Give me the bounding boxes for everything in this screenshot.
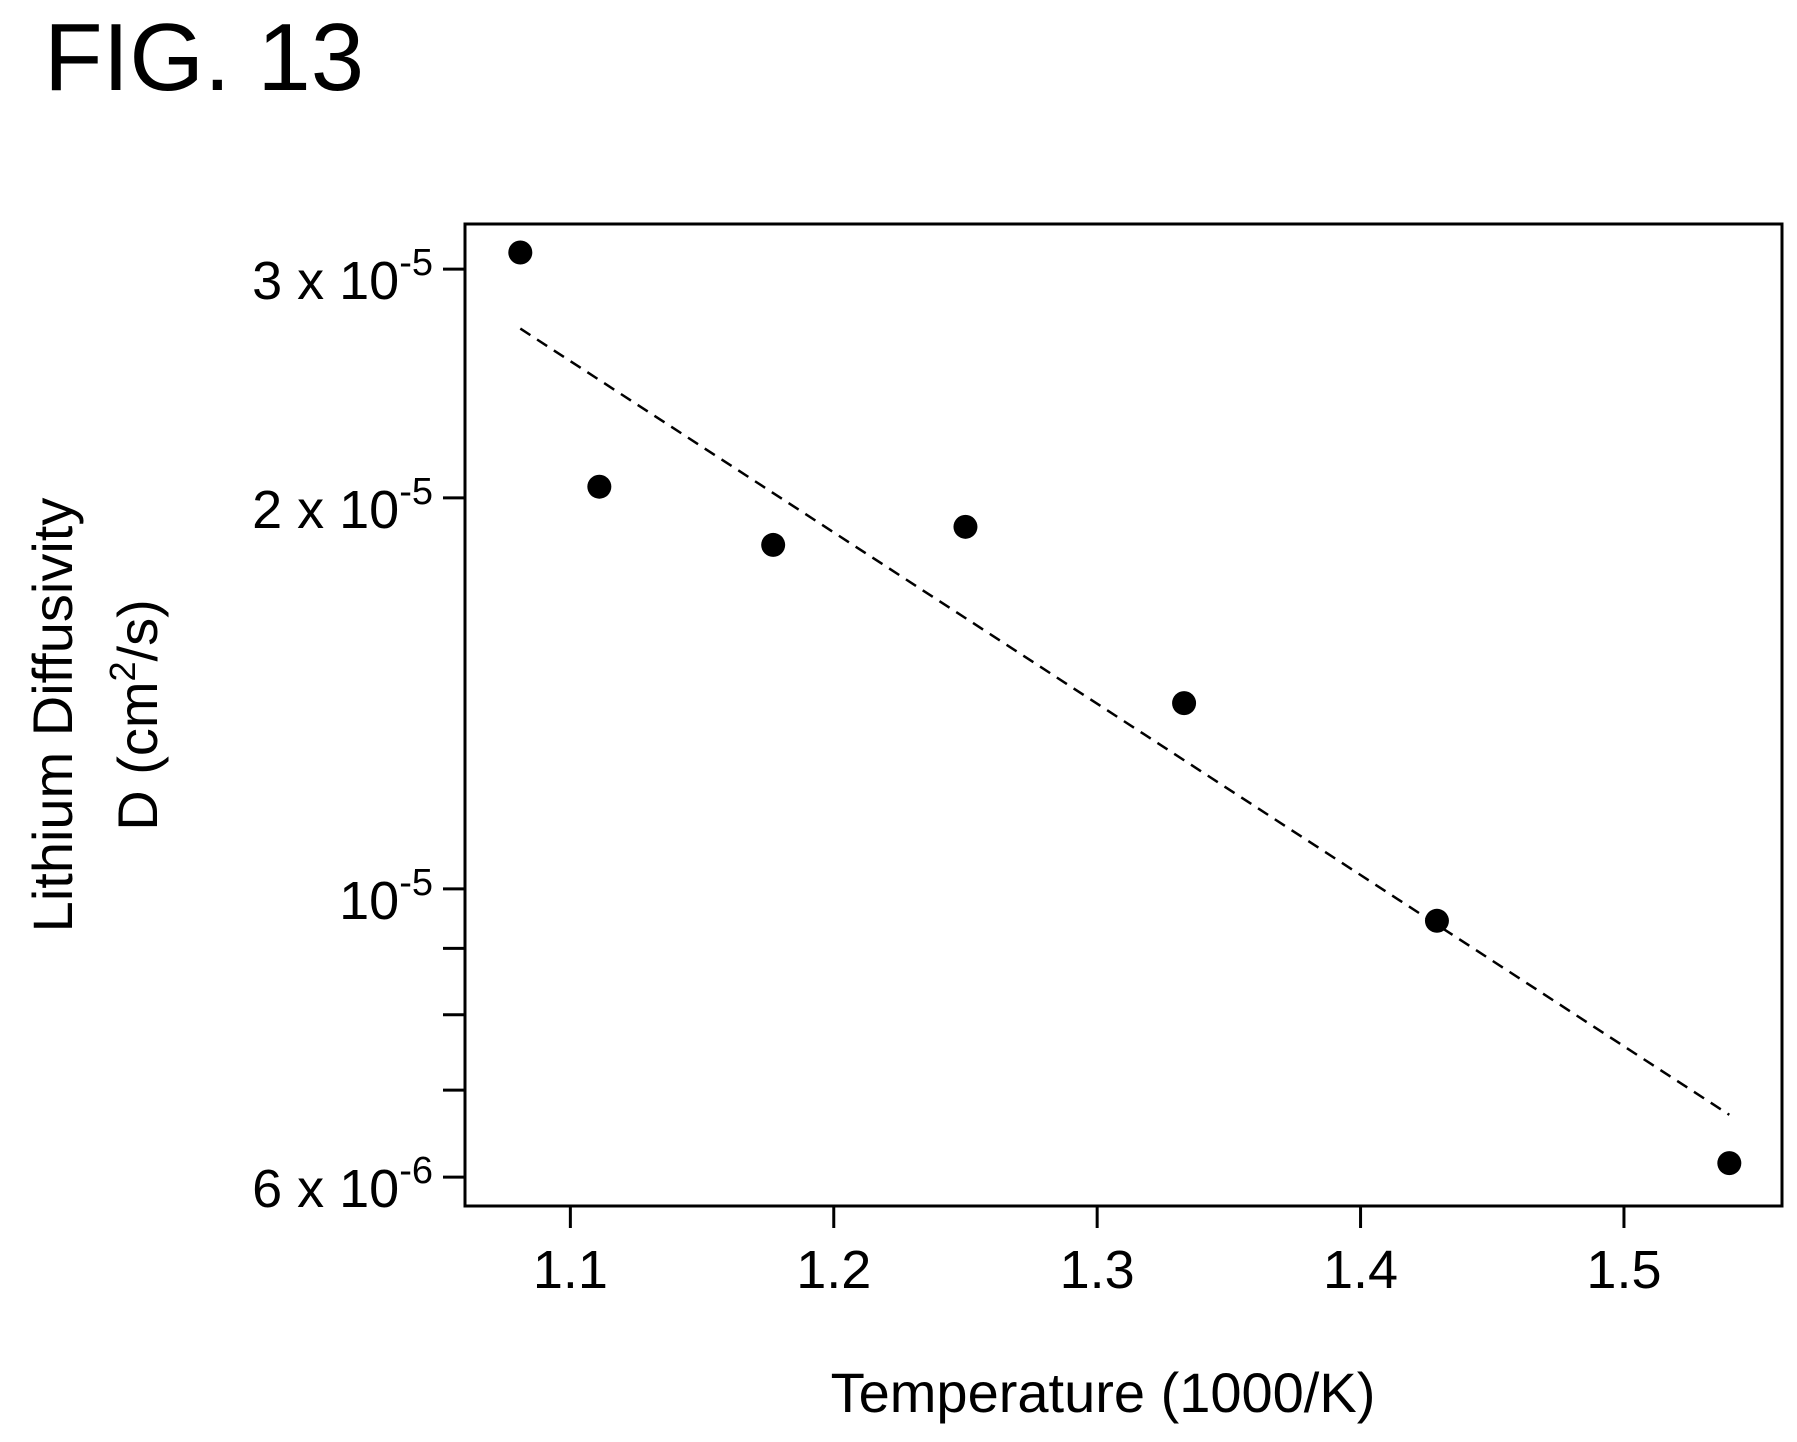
data-point [587,474,612,499]
y-tick-label: 3 x 10-5 [252,242,433,311]
data-point [761,532,786,557]
y-tick-label: 2 x 10-5 [252,471,433,540]
data-point [508,240,533,265]
y-axis-label-line1: Lithium Diffusivity [21,498,84,933]
data-point [953,514,978,539]
data-point [1424,908,1449,933]
data-point [1172,691,1197,716]
y-axis-label-line2: D (cm2/s) [102,599,169,831]
y-tick-label: 6 x 10-6 [252,1150,433,1219]
figure-label: FIG. 13 [44,4,365,111]
y-tick-label: 10-5 [339,862,433,931]
fit-line [519,327,1731,1116]
x-tick-label: 1.2 [796,1240,871,1300]
plot-frame [463,222,1784,1208]
data-point [1717,1151,1742,1176]
x-axis-label: Temperature (1000/K) [831,1361,1376,1424]
x-tick-label: 1.5 [1586,1240,1661,1300]
x-tick-label: 1.3 [1060,1240,1135,1300]
x-tick-label: 1.1 [533,1240,608,1300]
x-tick-label: 1.4 [1323,1240,1398,1300]
